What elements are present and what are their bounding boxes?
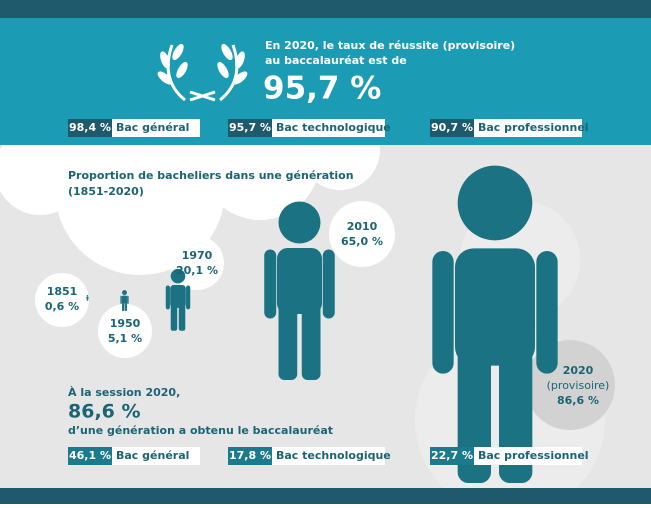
year-value: 86,6 % <box>557 394 599 407</box>
value-box <box>430 119 474 137</box>
label-box <box>272 447 385 465</box>
year: 2020 <box>563 364 594 377</box>
label-box <box>112 447 200 465</box>
header-line: En 2020, le taux de réussite (provisoire… <box>265 39 515 52</box>
session-rate: 86,6 % <box>68 401 141 423</box>
header-rate: 95,7 % <box>263 71 381 107</box>
bottom-band <box>0 488 651 504</box>
top-stats: 98,4 % Bac général 95,7 % Bac technologique… <box>68 119 589 137</box>
stat-value: 22,7 % <box>431 449 473 462</box>
stat-value: 90,7 % <box>431 121 473 134</box>
value-box <box>68 119 112 137</box>
stat-label: Bac professionnel <box>478 449 589 462</box>
label-box <box>272 119 385 137</box>
value-box <box>68 447 112 465</box>
year: 1970 <box>182 249 213 262</box>
session-line: À la session 2020, <box>68 386 180 399</box>
stat-value: 46,1 % <box>69 449 111 462</box>
session-line: d’une génération a obtenu le baccalauréa… <box>68 424 333 437</box>
label-box <box>474 447 582 465</box>
stat-label: Bac général <box>116 121 189 134</box>
stat-value: 95,7 % <box>229 121 271 134</box>
year-value: 65,0 % <box>341 235 383 248</box>
section-title: Proportion de bacheliers dans une généra… <box>68 169 354 182</box>
stat-label: Bac technologique <box>276 121 391 134</box>
stat-value: 98,4 % <box>69 121 111 134</box>
label-box <box>112 119 200 137</box>
stat-label: Bac technologique <box>276 449 391 462</box>
stat-label: Bac professionnel <box>478 121 589 134</box>
bottom-stats: 46,1 % Bac général 17,8 % Bac technologique… <box>68 447 589 465</box>
laurel-icon <box>157 43 248 102</box>
label-box <box>474 119 582 137</box>
value-box <box>228 447 272 465</box>
top-band <box>0 0 651 18</box>
header-line: au baccalauréat est de <box>265 54 407 67</box>
year-labels: 1851 0,6 % 1950 5,1 % 1970 20,1 % 2010 6… <box>45 220 610 407</box>
year: 1851 <box>47 285 78 298</box>
stat-label: Bac général <box>116 449 189 462</box>
value-box <box>228 119 272 137</box>
stat-value: 17,8 % <box>229 449 271 462</box>
value-box <box>430 447 474 465</box>
year-value: 0,6 % <box>45 300 79 313</box>
section-period: (1851-2020) <box>68 185 144 198</box>
year-value: 20,1 % <box>176 264 218 277</box>
year: 2010 <box>347 220 378 233</box>
year-value: 5,1 % <box>108 332 142 345</box>
year-note: (provisoire) <box>547 379 610 392</box>
year: 1950 <box>110 317 141 330</box>
